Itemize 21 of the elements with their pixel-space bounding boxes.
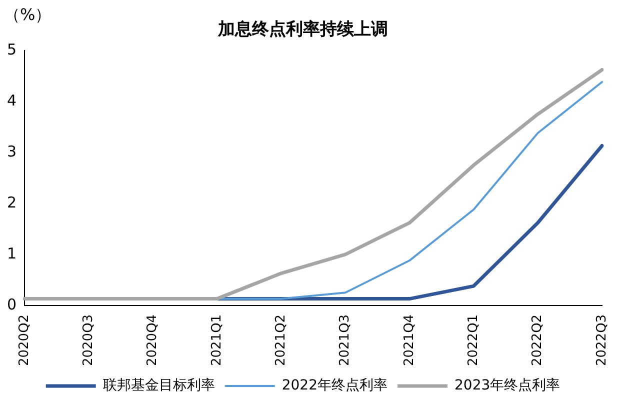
y-tick-label: 2 <box>6 193 17 212</box>
y-tick-label: 1 <box>6 244 17 262</box>
x-tick-label: 2021Q3 <box>338 314 353 366</box>
x-tick-label: 2020Q2 <box>16 314 32 366</box>
y-tick-label: 0 <box>6 295 17 314</box>
x-tick-label: 2021Q4 <box>402 314 417 366</box>
legend-label: 联邦基金目标利率 <box>102 378 215 394</box>
y-tick-label: 4 <box>6 91 17 110</box>
x-tick-label: 2021Q1 <box>209 314 224 366</box>
x-tick-label: 2022Q2 <box>530 314 546 366</box>
x-tick-label: 2020Q4 <box>145 314 160 366</box>
y-tick-label: 3 <box>6 142 17 160</box>
y-tick-label: 5 <box>6 40 17 58</box>
x-tick-label: 2022Q1 <box>466 314 482 366</box>
legend-label: 2023年终点利率 <box>454 378 560 394</box>
chart-title: 加息终点利率持续上调 <box>217 20 388 40</box>
y-axis-title: （%） <box>4 5 52 24</box>
legend-label: 2022年终点利率 <box>282 378 388 394</box>
x-tick-label: 2020Q3 <box>81 314 96 366</box>
x-tick-label: 2021Q2 <box>274 314 289 366</box>
x-tick-label: 2022Q3 <box>594 314 610 366</box>
